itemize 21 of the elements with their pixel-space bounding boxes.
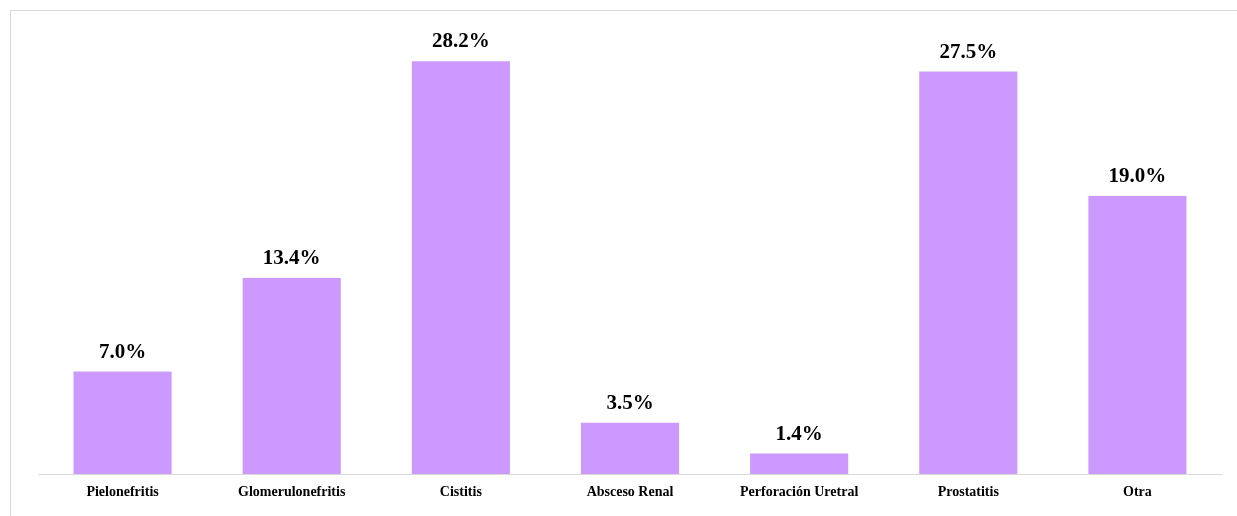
x-tick-label: Perforación Uretral	[739, 483, 859, 499]
data-label: 1.4%	[775, 420, 823, 445]
data-label: 3.5%	[606, 389, 654, 414]
data-label: 19.0%	[1108, 162, 1167, 187]
x-tick-label: Cistitis	[439, 483, 483, 499]
bar	[750, 453, 849, 474]
bar	[411, 61, 510, 474]
bar	[919, 71, 1018, 474]
x-tick-label: Otra	[1123, 483, 1152, 499]
x-tick-label: Prostatitis	[937, 483, 1000, 499]
data-label: 13.4%	[262, 244, 321, 269]
data-label: 28.2%	[431, 28, 490, 53]
data-label: 7.0%	[98, 338, 147, 363]
x-tick-label: Pielonefritis	[86, 483, 160, 499]
data-label: 27.5%	[939, 38, 998, 63]
bar	[1088, 195, 1187, 474]
x-tick-label: Glomerulonefritis	[238, 483, 346, 499]
bar	[73, 371, 172, 474]
x-tick-label: Absceso Renal	[586, 483, 674, 499]
bar	[580, 422, 680, 474]
bar	[242, 277, 341, 474]
